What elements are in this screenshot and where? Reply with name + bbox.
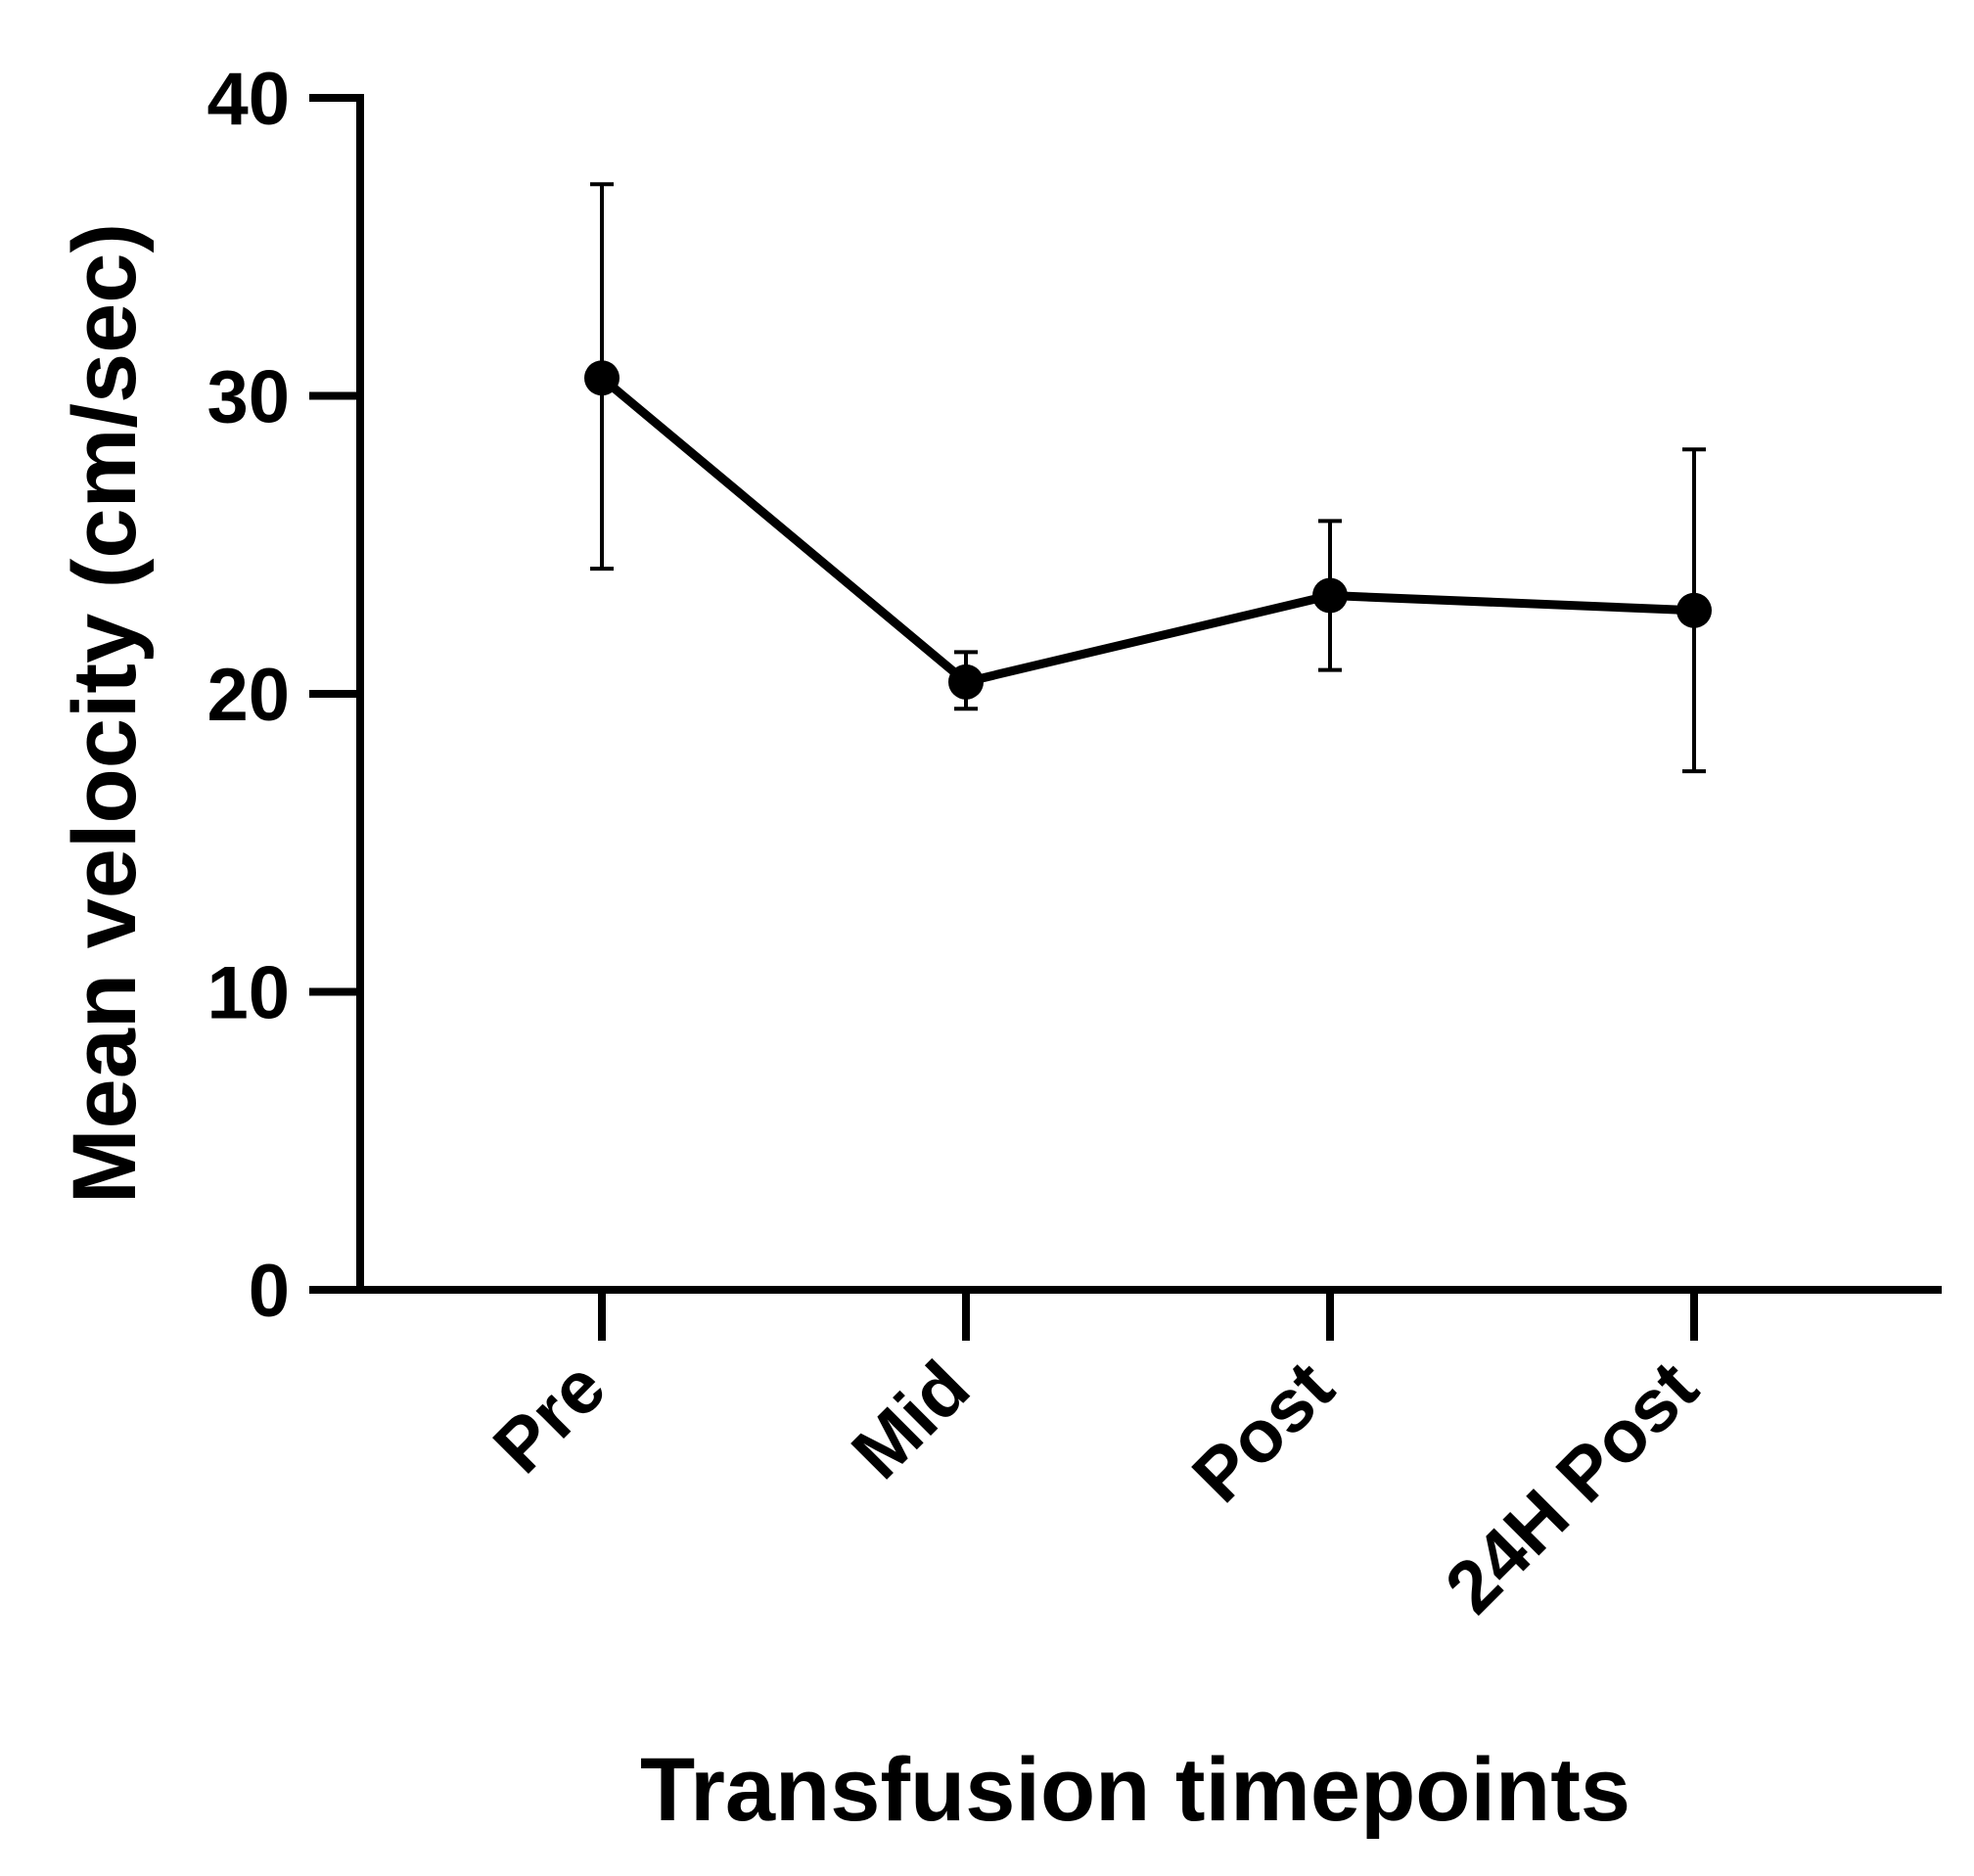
- data-point: [584, 360, 620, 396]
- series-line: [599, 374, 1695, 687]
- data-point: [1676, 592, 1712, 628]
- y-tick-label: 40: [207, 58, 290, 141]
- data-point: [1312, 577, 1348, 614]
- y-axis-title: Mean velocity (cm/sec): [55, 223, 155, 1204]
- y-tick-label: 10: [207, 952, 290, 1035]
- data-point: [948, 663, 984, 700]
- y-tick-label: 30: [207, 356, 290, 439]
- x-axis-ticks: Pre Mid Post 24H Post: [478, 1290, 1714, 1629]
- y-tick-label: 20: [207, 654, 290, 737]
- x-tick-label: Pre: [478, 1346, 621, 1489]
- y-axis-ticks: 0 10 20 30 40: [207, 58, 360, 1333]
- x-tick-label: Post: [1176, 1346, 1350, 1519]
- x-tick-label: Mid: [836, 1346, 986, 1495]
- series: [584, 182, 1712, 774]
- y-tick-label: 0: [249, 1250, 290, 1333]
- axes: [356, 94, 1942, 1294]
- x-tick-label: 24H Post: [1430, 1346, 1714, 1629]
- x-axis-title: Transfusion timepoints: [640, 1740, 1630, 1840]
